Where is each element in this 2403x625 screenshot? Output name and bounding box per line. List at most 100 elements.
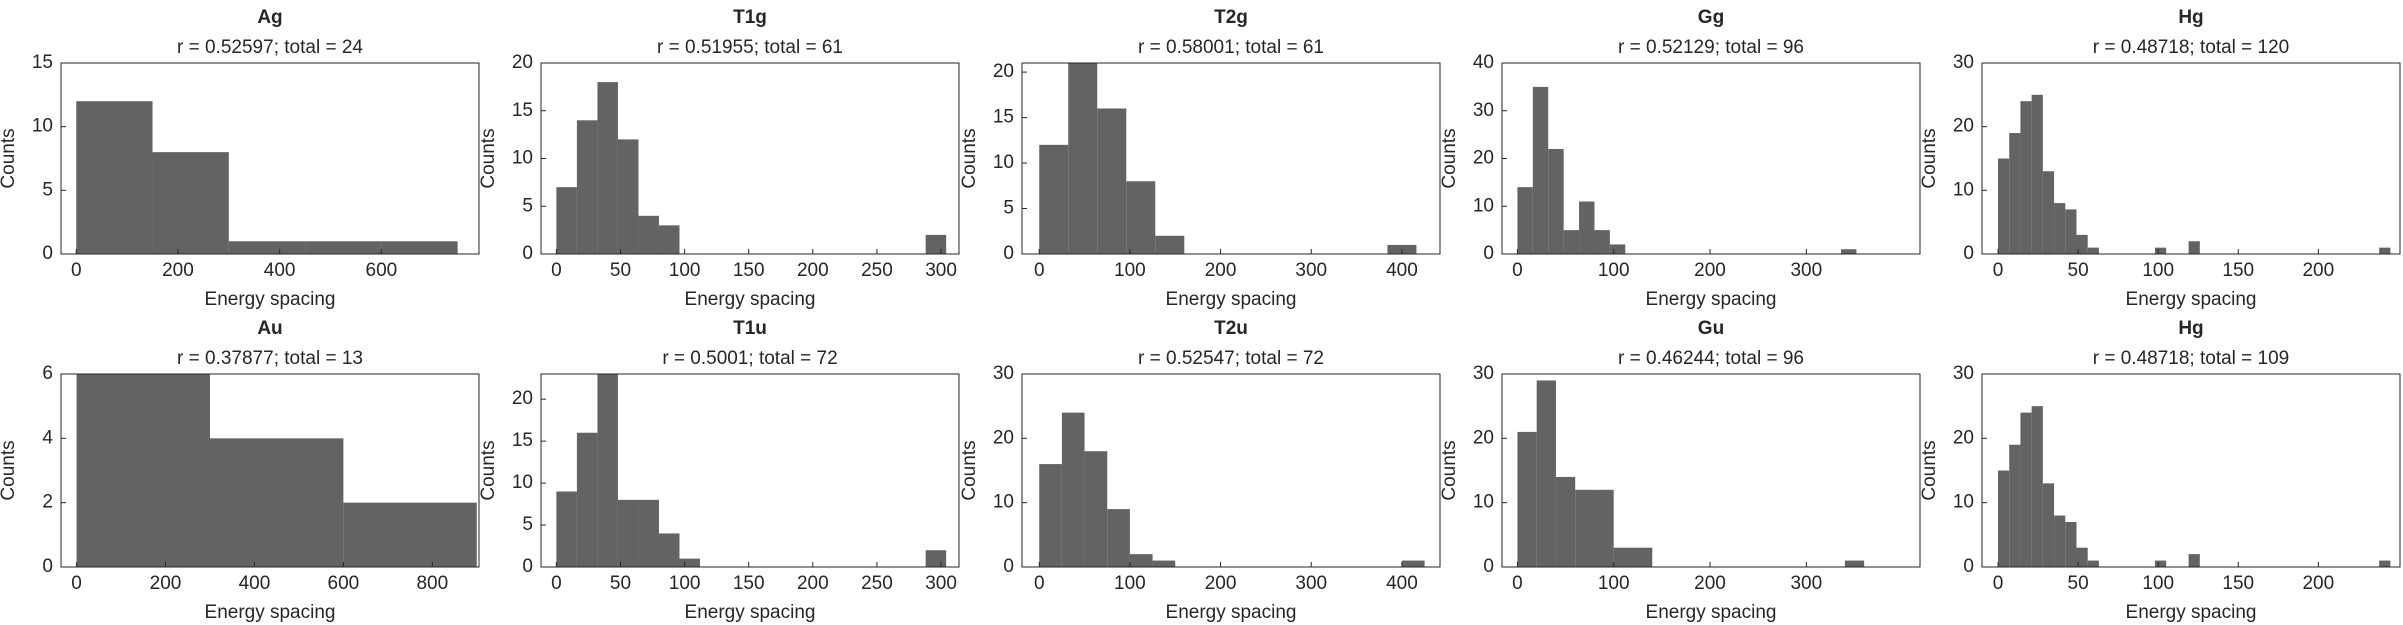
y-tick-label: 30: [993, 363, 1014, 384]
panel-subtitle: r = 0.52547; total = 72: [1138, 348, 1324, 369]
histogram-bar: [1841, 249, 1857, 254]
panel-title: Gu: [1698, 318, 1724, 339]
x-tick-label: 100: [1598, 260, 1630, 281]
x-tick-label: 0: [551, 260, 562, 281]
histogram-bar: [2042, 483, 2055, 567]
axes-box: [1501, 373, 1921, 568]
x-tick-label: 100: [1114, 260, 1146, 281]
histogram-bar: [925, 550, 947, 567]
x-tick-label: 400: [1386, 573, 1418, 594]
x-tick-label: 250: [861, 260, 893, 281]
y-axis-label: Counts: [478, 128, 499, 188]
panel-title: Au: [257, 318, 282, 339]
histogram-bar: [2087, 560, 2099, 567]
histogram-bar: [1126, 181, 1156, 254]
x-tick-label: 0: [551, 573, 562, 594]
x-tick-label: 100: [669, 260, 701, 281]
y-tick-label: 10: [993, 152, 1014, 173]
histogram-bar: [2054, 515, 2066, 567]
y-tick-label: 15: [512, 430, 533, 451]
histogram-bar: [658, 225, 680, 254]
y-tick-label: 5: [522, 514, 533, 535]
x-tick-label: 600: [328, 573, 360, 594]
histogram-bar: [1998, 158, 2010, 254]
histogram-bar: [1532, 86, 1549, 254]
y-tick-label: 15: [32, 52, 53, 73]
histogram-bar: [1548, 148, 1564, 254]
histogram-bar: [1061, 412, 1085, 567]
x-tick-label: 50: [610, 260, 631, 281]
y-tick-label: 10: [1953, 492, 1974, 513]
x-tick-label: 300: [925, 573, 957, 594]
y-tick-label: 0: [1483, 243, 1494, 264]
histogram-bar: [2065, 521, 2077, 567]
histogram-bar: [2020, 412, 2032, 567]
x-axis-label: Energy spacing: [685, 602, 816, 623]
y-tick-label: 30: [1473, 363, 1494, 384]
y-tick-label: 30: [1473, 100, 1494, 121]
x-tick-label: 50: [2068, 573, 2089, 594]
histogram-bar: [1594, 489, 1614, 567]
panel-subtitle: r = 0.51955; total = 61: [657, 37, 843, 58]
x-tick-label: 0: [1512, 573, 1523, 594]
y-tick-label: 10: [993, 492, 1014, 513]
y-tick-label: 2: [42, 492, 53, 513]
y-tick-label: 20: [1473, 148, 1494, 169]
histogram-bar: [2188, 554, 2200, 567]
y-axis-label: Counts: [1439, 128, 1460, 188]
histogram-bar: [1401, 560, 1425, 567]
histogram-bar: [343, 502, 477, 567]
histogram-bar: [679, 558, 700, 567]
y-tick-label: 0: [1003, 556, 1014, 577]
x-tick-label: 150: [733, 260, 765, 281]
axes-box: [1981, 62, 2401, 255]
y-tick-label: 30: [1953, 52, 1974, 73]
histogram-bar: [1152, 560, 1176, 567]
x-tick-label: 300: [1295, 573, 1327, 594]
x-tick-label: 100: [1114, 573, 1146, 594]
x-tick-label: 0: [71, 573, 82, 594]
x-tick-label: 0: [1034, 573, 1045, 594]
y-tick-label: 5: [522, 195, 533, 216]
x-tick-label: 150: [2222, 573, 2254, 594]
histogram-bar: [2379, 247, 2391, 254]
x-axis-label: Energy spacing: [2126, 289, 2257, 310]
panel-title: T1u: [733, 318, 767, 339]
x-tick-label: 300: [1790, 573, 1822, 594]
histogram-bar: [638, 499, 659, 567]
y-tick-label: 20: [512, 52, 533, 73]
y-axis-label: Counts: [959, 128, 980, 188]
y-axis-label: Counts: [0, 128, 19, 188]
x-tick-label: 300: [925, 260, 957, 281]
panel-title: Hg: [2178, 318, 2203, 339]
histogram-bar: [1609, 244, 1626, 254]
histogram-bar: [1998, 470, 2010, 567]
axes-box: [1501, 62, 1921, 255]
y-tick-label: 10: [32, 116, 53, 137]
histogram-bar: [2031, 406, 2043, 567]
histogram-bar: [1107, 509, 1130, 567]
histogram-bar: [2031, 94, 2043, 254]
x-tick-label: 200: [1205, 260, 1237, 281]
histogram-bar: [1536, 380, 1556, 567]
histogram-bar: [2076, 547, 2088, 567]
panel-subtitle: r = 0.5001; total = 72: [662, 348, 837, 369]
y-axis-label: Counts: [0, 440, 19, 500]
x-tick-label: 250: [861, 573, 893, 594]
x-tick-label: 100: [669, 573, 701, 594]
panel-title: T1g: [733, 7, 767, 28]
x-tick-label: 400: [264, 260, 296, 281]
y-tick-label: 20: [993, 61, 1014, 82]
y-tick-label: 40: [1473, 52, 1494, 73]
histogram-bar: [1517, 187, 1533, 254]
x-tick-label: 200: [1205, 573, 1237, 594]
histogram-bar: [228, 241, 306, 254]
y-tick-label: 20: [1953, 116, 1974, 137]
histogram-bar: [1563, 230, 1580, 254]
y-tick-label: 20: [993, 427, 1014, 448]
histogram-bar: [658, 533, 680, 567]
histogram-bar: [1555, 476, 1576, 567]
x-tick-label: 200: [797, 573, 829, 594]
histogram-bar: [1844, 560, 1865, 567]
y-tick-label: 0: [1003, 243, 1014, 264]
